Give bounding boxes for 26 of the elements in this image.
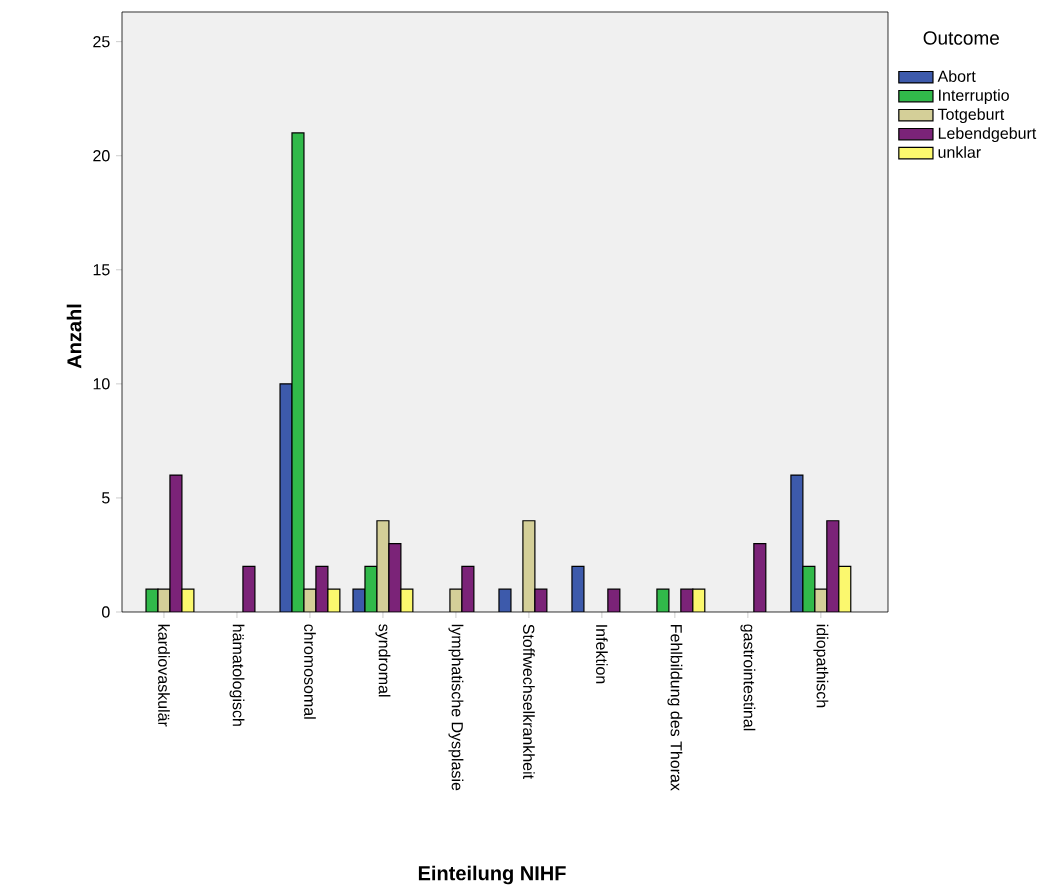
legend-label: Abort [937,70,976,82]
x-tick-label: Stoffwechselkrankheit [523,624,535,779]
y-tick-label: 20 [93,150,110,162]
x-tick-label: chromosomal [304,624,316,719]
y-axis-title: Anzahl [66,304,82,369]
legend-label: Lebendgeburt [938,127,1037,143]
x-tick-label: idiopathisch [813,624,829,708]
legend-label: Interruptio [939,89,1009,105]
bar [753,542,767,612]
y-tick-label: 15 [93,264,110,276]
x-tick-label: lymphatische Dysplasie [448,624,464,791]
legend-label: Totgeburt [937,108,1005,124]
x-tick-label: syndromal [375,624,391,697]
bar [826,520,840,612]
x-tick-label: gastrointestinal [740,624,756,731]
x-tick-label: kardiovaskulär [158,624,170,727]
legend-label: unklar [938,146,981,158]
x-tick-label: Fehlbildung des Thorax [667,625,683,791]
legend-title: Outcome [923,31,999,45]
x-axis-title: Einteilung NIHF [418,865,566,885]
x-tick-label: hämatologisch [229,624,245,726]
y-tick-label: 10 [93,378,110,390]
y-tick-label: 25 [93,36,110,48]
x-tick-label: Infektion [596,625,608,684]
y-tick-label: 5 [102,492,110,504]
y-tick-label: 0 [102,606,110,618]
